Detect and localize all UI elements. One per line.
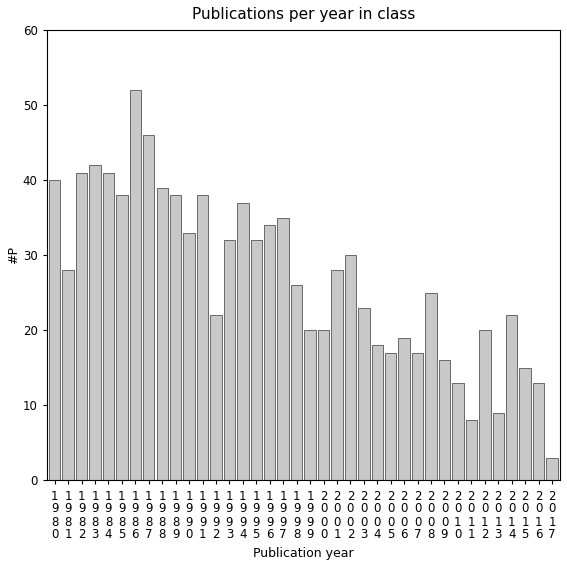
Bar [506,315,517,480]
Bar [237,203,248,480]
Bar [533,383,544,480]
Bar [439,361,450,480]
Bar [519,368,531,480]
Title: Publications per year in class: Publications per year in class [192,7,415,22]
Bar [277,218,289,480]
Bar [331,270,342,480]
Bar [345,255,356,480]
Bar [399,338,410,480]
Bar [103,173,114,480]
Bar [291,285,302,480]
Bar [143,135,154,480]
Bar [479,331,490,480]
Bar [304,331,316,480]
Bar [76,173,87,480]
Bar [89,165,101,480]
Bar [358,308,370,480]
Bar [466,420,477,480]
Y-axis label: #P: #P [7,246,20,264]
X-axis label: Publication year: Publication year [253,547,354,560]
Bar [493,413,504,480]
Bar [452,383,464,480]
Bar [546,458,558,480]
Bar [62,270,74,480]
Bar [170,195,181,480]
Bar [264,225,276,480]
Bar [412,353,424,480]
Bar [385,353,396,480]
Bar [371,345,383,480]
Bar [251,240,262,480]
Bar [130,90,141,480]
Bar [197,195,208,480]
Bar [156,188,168,480]
Bar [116,195,128,480]
Bar [210,315,222,480]
Bar [183,232,195,480]
Bar [318,331,329,480]
Bar [49,180,61,480]
Bar [425,293,437,480]
Bar [224,240,235,480]
